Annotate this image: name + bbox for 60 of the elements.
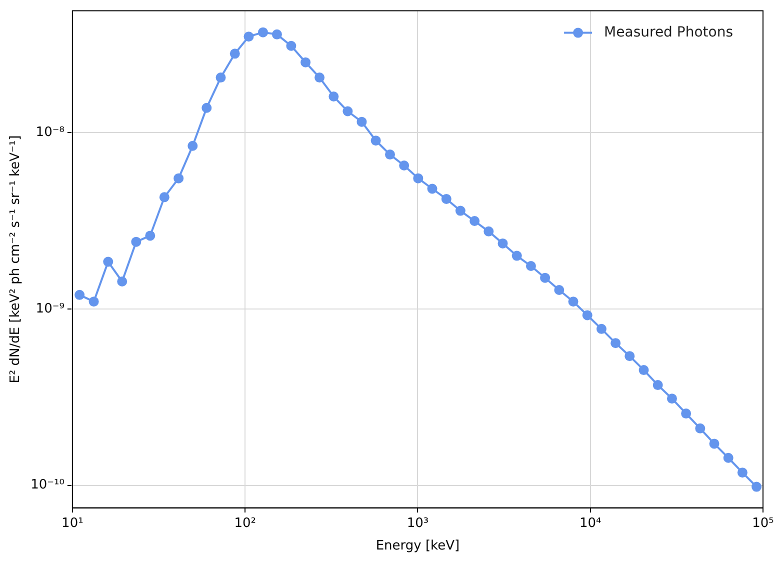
point xyxy=(370,136,381,146)
point xyxy=(554,284,564,295)
y-tick-label: 10⁻¹⁰ xyxy=(30,478,64,493)
point xyxy=(356,116,367,127)
point xyxy=(314,72,325,83)
point xyxy=(709,438,720,449)
point xyxy=(103,256,114,267)
point xyxy=(188,140,198,151)
point xyxy=(145,230,156,241)
point xyxy=(512,250,522,261)
point xyxy=(328,92,339,102)
point xyxy=(610,338,621,348)
point xyxy=(526,261,536,272)
point xyxy=(230,48,240,59)
point xyxy=(470,216,480,226)
x-tick-label: 10⁵ xyxy=(752,516,774,531)
point xyxy=(216,72,226,83)
point xyxy=(695,423,706,434)
point xyxy=(498,238,508,248)
point xyxy=(582,310,592,320)
point xyxy=(737,468,748,478)
point xyxy=(568,296,578,307)
point xyxy=(131,236,142,247)
point xyxy=(88,296,99,307)
x-tick-label: 10¹ xyxy=(62,516,84,531)
point xyxy=(342,106,353,116)
point xyxy=(117,276,128,286)
point xyxy=(427,184,438,194)
point xyxy=(455,206,466,216)
point xyxy=(638,365,649,376)
point xyxy=(596,324,606,334)
point xyxy=(272,29,282,40)
point xyxy=(652,380,663,390)
point xyxy=(540,272,550,283)
point xyxy=(752,482,762,492)
y-tick-label: 10⁻⁸ xyxy=(36,124,64,140)
point xyxy=(413,173,424,184)
point xyxy=(399,160,410,171)
point xyxy=(174,173,184,184)
point xyxy=(441,194,452,204)
legend-label: Measured Photons xyxy=(604,24,734,40)
x-axis-title: Energy [keV] xyxy=(376,538,460,554)
point xyxy=(385,150,395,160)
point xyxy=(666,394,677,404)
point xyxy=(300,57,311,68)
y-axis-title: E² dN/dE [keV² ph cm⁻² s⁻¹ sr⁻¹ keV⁻¹] xyxy=(8,135,24,384)
point xyxy=(723,452,734,463)
point xyxy=(258,27,268,38)
point xyxy=(244,32,254,42)
point xyxy=(202,102,212,113)
x-tick-label: 10² xyxy=(234,516,256,531)
point xyxy=(484,226,494,236)
point xyxy=(159,192,170,202)
point xyxy=(74,290,85,300)
point xyxy=(681,408,692,419)
x-tick-label: 10³ xyxy=(406,516,429,531)
point xyxy=(624,351,635,362)
point xyxy=(286,40,296,51)
y-tick-label: 10⁻⁹ xyxy=(36,301,64,316)
x-tick-label: 10⁴ xyxy=(579,516,602,531)
